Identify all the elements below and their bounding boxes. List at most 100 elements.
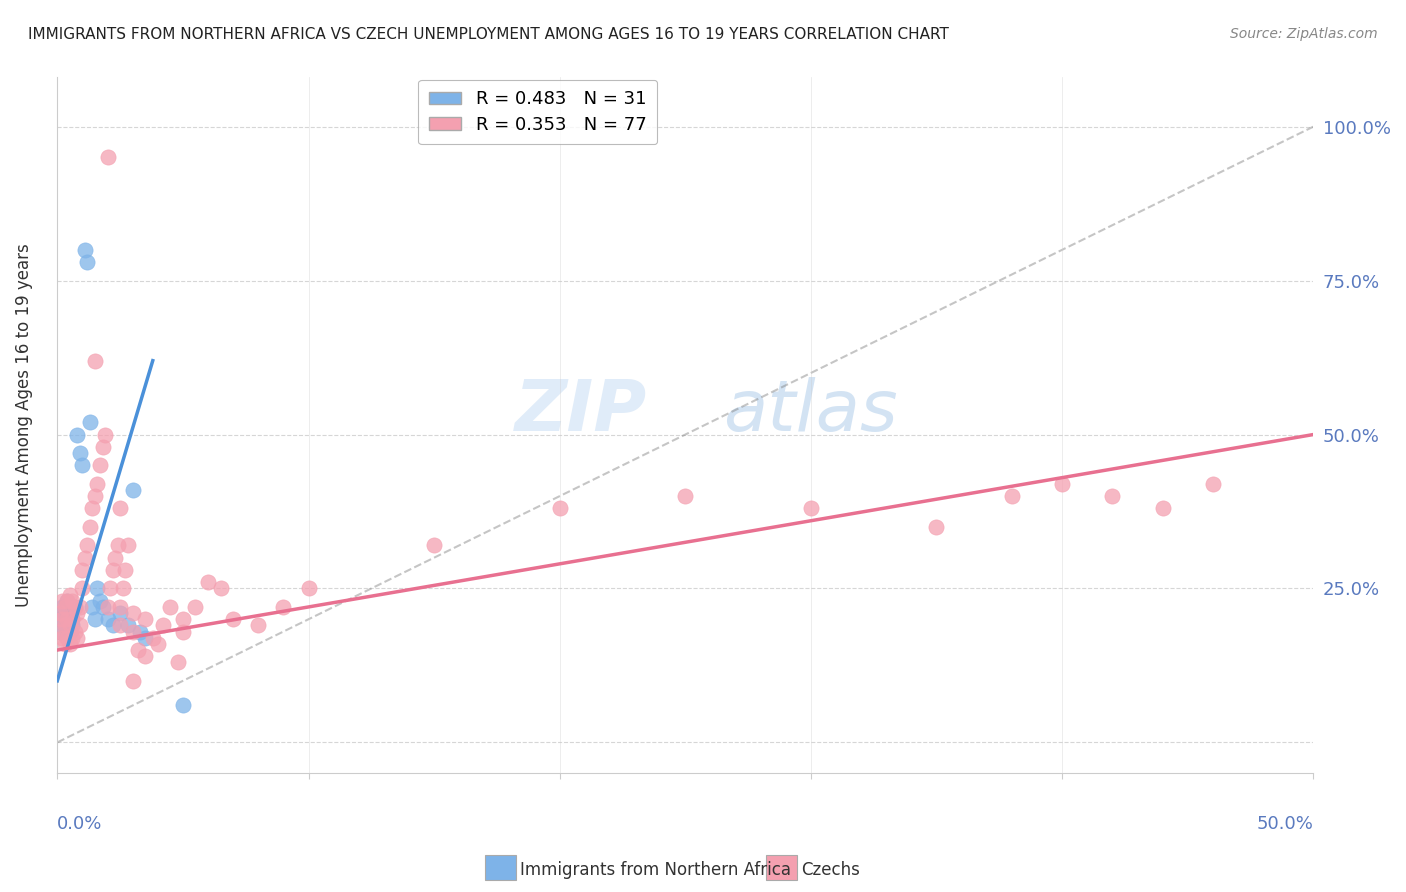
Point (184, 599, 207, 614)
Point (49, 624, 72, 639)
Point (69, 618, 91, 632)
Point (69, 599, 91, 614)
Text: atlas: atlas (723, 377, 897, 446)
Point (82, 599, 104, 614)
Point (56, 594, 79, 608)
Point (1152, 501, 1174, 516)
Point (79, 415, 101, 429)
Point (152, 618, 174, 632)
Point (60, 612, 83, 626)
Point (247, 618, 270, 632)
Point (79, 520, 101, 534)
Point (104, 550, 127, 565)
Point (114, 563, 136, 577)
Point (1202, 476, 1225, 491)
Point (98, 582, 121, 596)
Y-axis label: Unemployment Among Ages 16 to 19 years: Unemployment Among Ages 16 to 19 years (15, 244, 32, 607)
Point (82, 501, 104, 516)
Text: 50.0%: 50.0% (1257, 815, 1313, 833)
Point (76, 255, 98, 269)
Point (63, 599, 86, 614)
Point (117, 538, 139, 552)
Point (56, 594, 79, 608)
Point (134, 649, 156, 664)
Text: Immigrants from Northern Africa: Immigrants from Northern Africa (520, 861, 792, 879)
Point (72, 582, 94, 596)
Point (127, 643, 149, 657)
Point (63, 599, 86, 614)
Point (89, 594, 111, 608)
Point (59, 588, 82, 602)
Point (66, 427, 89, 442)
Point (91, 440, 114, 454)
Point (172, 624, 194, 639)
Point (86, 582, 108, 596)
Point (197, 575, 219, 590)
Point (84, 489, 107, 503)
Point (1001, 489, 1024, 503)
Point (66, 606, 89, 620)
Point (60, 612, 83, 626)
Legend: R = 0.483   N = 31, R = 0.353   N = 77: R = 0.483 N = 31, R = 0.353 N = 77 (418, 79, 658, 145)
Point (273, 599, 295, 614)
Text: IMMIGRANTS FROM NORTHERN AFRICA VS CZECH UNEMPLOYMENT AMONG AGES 16 TO 19 YEARS : IMMIGRANTS FROM NORTHERN AFRICA VS CZECH… (28, 27, 949, 42)
Text: Source: ZipAtlas.com: Source: ZipAtlas.com (1230, 27, 1378, 41)
Point (101, 563, 124, 577)
Point (49, 624, 72, 639)
Point (142, 631, 165, 645)
Point (96, 599, 118, 614)
Point (53, 606, 76, 620)
Point (146, 637, 169, 651)
Point (96, 151, 118, 165)
Point (59, 599, 82, 614)
Point (129, 624, 152, 639)
Point (49, 606, 72, 620)
Point (94, 427, 117, 442)
Point (60, 618, 83, 632)
Point (84, 612, 107, 626)
Point (59, 624, 82, 639)
Point (108, 501, 131, 516)
Point (76, 538, 98, 552)
Point (121, 606, 143, 620)
Point (297, 582, 319, 596)
Point (107, 538, 129, 552)
Point (121, 673, 143, 688)
Point (86, 476, 108, 491)
Point (117, 618, 139, 632)
Point (423, 538, 446, 552)
Point (84, 353, 107, 368)
Point (108, 606, 131, 620)
Point (53, 618, 76, 632)
Point (53, 637, 76, 651)
Point (60, 594, 83, 608)
Point (72, 563, 94, 577)
Point (73, 243, 96, 257)
Point (51, 599, 73, 614)
Point (69, 446, 91, 460)
Point (56, 612, 79, 626)
Point (172, 612, 194, 626)
Point (134, 612, 156, 626)
Point (172, 698, 194, 713)
Point (73, 550, 96, 565)
Point (89, 458, 111, 473)
Point (51, 612, 73, 626)
Point (51, 612, 73, 626)
Point (63, 624, 86, 639)
Text: 0.0%: 0.0% (58, 815, 103, 833)
Point (56, 631, 79, 645)
Point (72, 458, 94, 473)
Point (66, 631, 89, 645)
Point (925, 520, 948, 534)
Point (56, 612, 79, 626)
Point (59, 618, 82, 632)
Point (51, 631, 73, 645)
Point (51, 594, 73, 608)
Point (121, 483, 143, 497)
Point (159, 599, 181, 614)
Text: ZIP: ZIP (516, 377, 648, 446)
Text: Czechs: Czechs (801, 861, 860, 879)
Point (121, 624, 143, 639)
Point (101, 618, 124, 632)
